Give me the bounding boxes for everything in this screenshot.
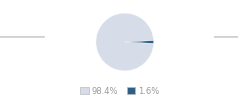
- Wedge shape: [96, 13, 154, 71]
- Text: WHITE: WHITE: [0, 32, 44, 42]
- Wedge shape: [125, 40, 154, 44]
- Text: ASIAN: ASIAN: [214, 32, 240, 42]
- Legend: 98.4%, 1.6%: 98.4%, 1.6%: [77, 83, 163, 99]
